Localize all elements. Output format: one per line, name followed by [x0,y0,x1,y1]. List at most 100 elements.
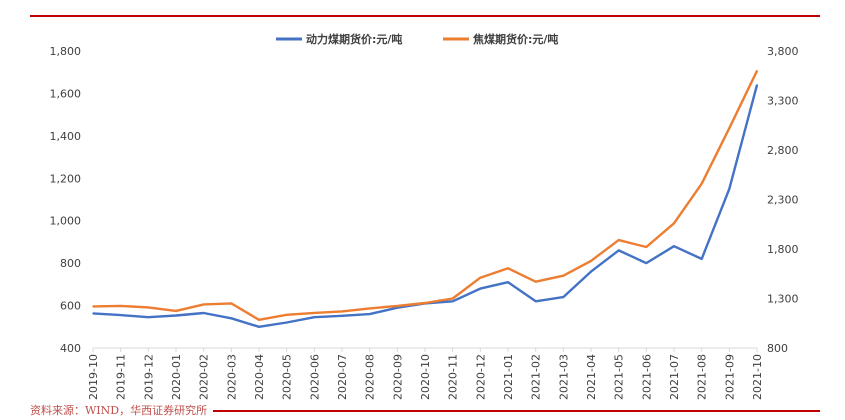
y-right-tick-label: 1,300 [767,293,799,306]
line-chart: 400 600 800 1,000 1,200 1,400 1,600 1,800 800 1,3… [50,32,799,400]
chart-axes: 400 600 800 1,000 1,200 1,400 1,600 1,800 800 1,3… [50,45,799,400]
data-point [396,306,399,309]
data-point [479,276,482,279]
x-tick-label: 2021-06 [640,354,653,400]
data-point [147,316,150,319]
data-point [92,312,94,315]
x-tick-label: 2019-11 [115,354,128,400]
data-point [175,310,177,312]
x-tick-label: 2021-01 [502,354,515,400]
data-point [285,314,288,316]
legend-coking-coal-label: 焦煤期货价:元/吨 [472,32,558,46]
data-point [119,314,122,316]
x-tick-label: 2020-06 [308,354,321,400]
x-tick-label: 2020-04 [253,354,266,400]
x-tick-label: 2020-07 [336,354,349,400]
data-point [202,303,205,306]
y-right-tick-label: 800 [767,342,788,355]
x-tick-label: 2019-10 [87,354,100,400]
x-tick-label: 2021-04 [585,354,598,400]
data-point [341,315,343,317]
bottom-red-rule [30,410,820,412]
y-left-tick-label: 1,200 [50,172,82,185]
y-left-tick-label: 1,400 [50,130,82,143]
data-point [617,239,620,241]
data-point [119,305,122,307]
data-point [645,246,648,248]
y-left-tick-label: 1,600 [50,87,82,100]
chart-legend: 动力煤期货价:元/吨 焦煤期货价:元/吨 [276,32,558,46]
data-point [590,260,592,262]
x-tick-label: 2020-02 [198,354,211,400]
data-point [673,222,675,225]
data-point [92,305,94,308]
x-tick-label: 2021-07 [668,354,681,400]
coking-coal-series-line [92,70,759,321]
x-tick-label: 2020-03 [225,354,238,400]
data-point [617,249,620,252]
data-point [534,280,537,283]
data-point [507,267,509,270]
data-point [562,296,565,298]
data-point [424,302,426,304]
y-right-tick-label: 3,800 [767,45,799,58]
x-tick-label: 2021-10 [751,354,764,400]
data-point [147,306,150,309]
x-tick-label: 2020-10 [419,354,432,400]
data-point [175,314,177,317]
data-point [313,316,316,319]
x-tick-label: 2020-08 [364,354,377,400]
x-tick-label: 2021-02 [530,354,543,400]
data-point [673,245,675,247]
data-point [313,312,316,314]
data-point [202,312,205,314]
data-point [534,300,537,303]
x-tick-label: 2021-09 [723,354,736,400]
legend-thermal-coal-label: 动力煤期货价:元/吨 [306,32,402,46]
data-point [756,70,758,72]
data-point [368,313,371,315]
y-right-tick-label: 3,300 [767,95,799,108]
data-point [700,182,703,185]
y-right-tick-label: 2,800 [767,144,799,157]
data-point [258,319,260,321]
data-point [507,281,509,284]
data-point [728,188,731,190]
x-tick-label: 2020-09 [391,354,404,400]
x-tick-label: 2019-12 [142,354,155,400]
x-tick-label: 2020-01 [170,354,183,400]
data-point [396,305,399,307]
y-left-tick-label: 600 [60,300,81,313]
data-point [230,302,233,305]
source-note: 资料来源：WIND，华西证券研究所 [30,404,214,417]
data-point [562,274,565,277]
data-point [451,297,454,300]
data-point [230,317,233,320]
x-tick-label: 2021-03 [557,354,570,400]
data-point [700,258,703,260]
top-red-rule [30,15,820,17]
data-point [451,300,454,303]
y-left-tick-label: 800 [60,257,81,270]
data-point [756,84,758,86]
data-point [285,321,288,324]
x-tick-label: 2020-05 [281,354,294,400]
thermal-coal-series-line [92,84,759,328]
x-tick-label: 2020-11 [447,354,460,400]
data-point [341,310,343,313]
y-right-tick-label: 2,300 [767,194,799,207]
y-right-tick-label: 1,800 [767,243,799,256]
data-point [258,326,260,328]
x-tick-label: 2020-12 [474,354,487,400]
y-left-tick-label: 1,000 [50,215,82,228]
data-point [645,262,648,264]
x-tick-label: 2021-05 [613,354,626,400]
chart-series [92,70,759,328]
data-point [368,307,371,310]
y-left-tick-label: 1,800 [50,45,82,58]
data-point [590,270,592,273]
data-point [728,127,731,129]
y-left-tick-label: 400 [60,342,81,355]
x-tick-label: 2021-08 [696,354,709,400]
data-point [479,287,482,290]
